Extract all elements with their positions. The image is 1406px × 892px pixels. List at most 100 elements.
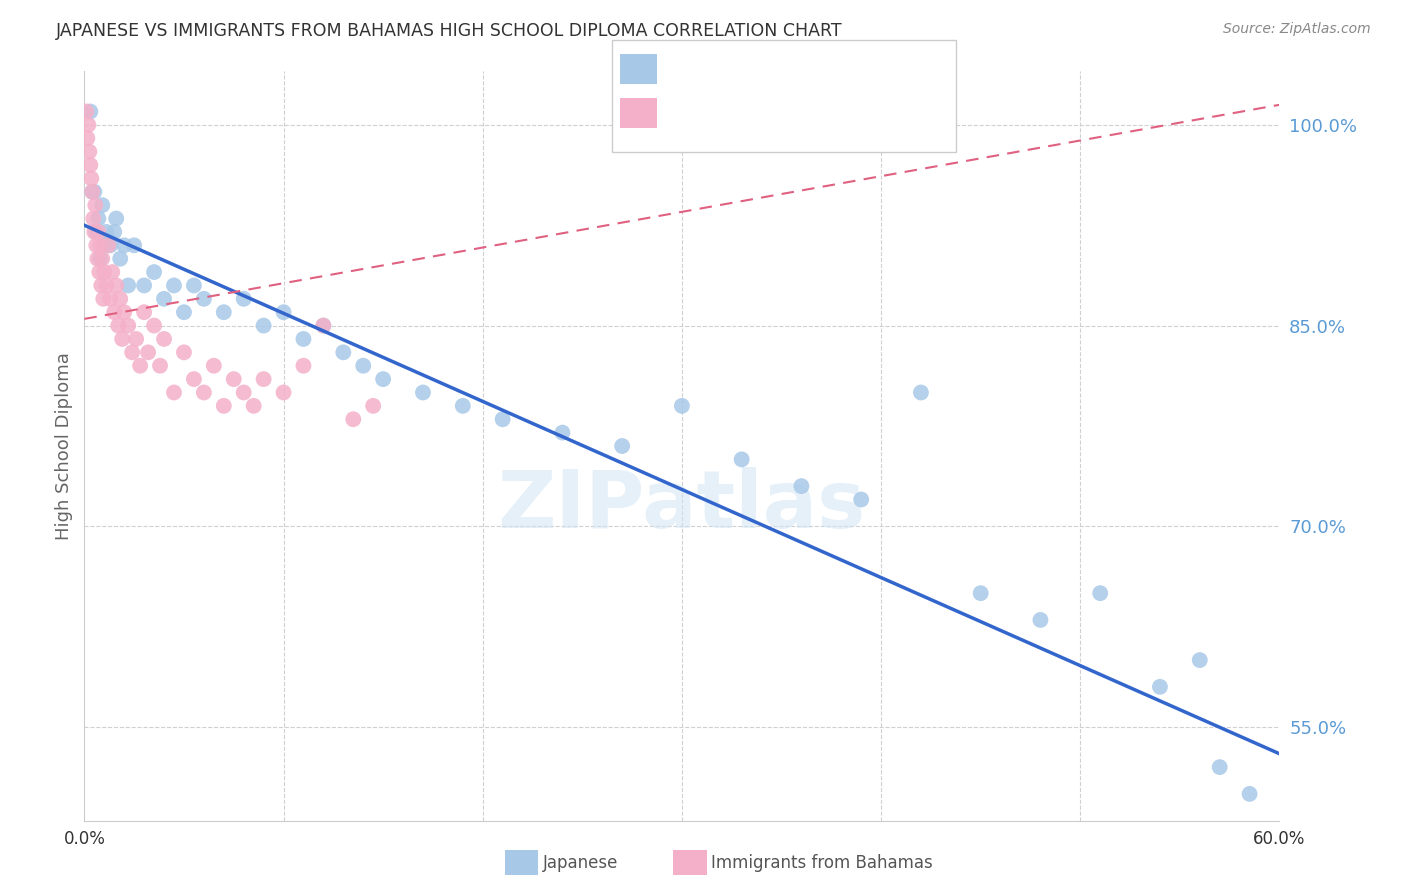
Text: JAPANESE VS IMMIGRANTS FROM BAHAMAS HIGH SCHOOL DIPLOMA CORRELATION CHART: JAPANESE VS IMMIGRANTS FROM BAHAMAS HIGH… <box>56 22 842 40</box>
Point <box>129 359 152 373</box>
Point <box>105 278 128 293</box>
Point <box>910 385 932 400</box>
Point <box>97 238 120 252</box>
Point <box>82 185 104 199</box>
Point <box>82 185 104 199</box>
Point <box>93 265 115 279</box>
Point <box>87 225 110 239</box>
Point <box>132 278 156 293</box>
Point <box>153 292 176 306</box>
Point <box>111 332 134 346</box>
Point <box>671 399 693 413</box>
Text: Source: ZipAtlas.com: Source: ZipAtlas.com <box>1223 22 1371 37</box>
Point <box>232 385 254 400</box>
Text: 53: 53 <box>824 104 845 122</box>
Point <box>83 185 105 199</box>
Point <box>163 278 186 293</box>
Point <box>292 359 315 373</box>
Point <box>202 359 225 373</box>
Point <box>163 385 186 400</box>
Point <box>98 238 121 252</box>
Point <box>87 211 110 226</box>
Point <box>492 412 515 426</box>
Text: R =: R = <box>662 60 706 78</box>
Point <box>101 265 124 279</box>
Point <box>107 318 129 333</box>
Point <box>98 292 121 306</box>
Point <box>222 372 245 386</box>
Point <box>143 265 166 279</box>
Point <box>153 332 176 346</box>
Point <box>451 399 474 413</box>
Point <box>361 399 384 413</box>
Point <box>232 292 254 306</box>
Point <box>1090 586 1112 600</box>
Point <box>89 252 111 266</box>
Point <box>121 345 143 359</box>
Point <box>79 145 101 159</box>
Point <box>352 359 374 373</box>
Point <box>89 238 111 252</box>
Point <box>93 238 115 252</box>
Point <box>193 385 215 400</box>
Point <box>1239 787 1261 801</box>
Point <box>612 439 634 453</box>
Point <box>80 171 103 186</box>
Point <box>112 238 135 252</box>
Point <box>412 385 434 400</box>
Y-axis label: High School Diploma: High School Diploma <box>55 352 73 540</box>
Point <box>731 452 754 467</box>
Point <box>97 231 120 245</box>
Point <box>91 252 114 266</box>
Point <box>75 104 97 119</box>
Point <box>149 359 172 373</box>
Point <box>273 305 295 319</box>
Point <box>551 425 574 440</box>
Point <box>1209 760 1232 774</box>
Point <box>96 225 118 239</box>
Point <box>212 399 235 413</box>
Point <box>76 131 98 145</box>
Point <box>86 252 108 266</box>
Point <box>86 225 108 239</box>
Point <box>110 252 132 266</box>
Point <box>173 345 195 359</box>
Point <box>312 318 335 333</box>
Point <box>851 492 873 507</box>
Point <box>970 586 993 600</box>
Point <box>253 318 276 333</box>
Text: -0.564: -0.564 <box>702 60 766 78</box>
Point <box>1029 613 1052 627</box>
Point <box>292 332 315 346</box>
Point <box>136 345 159 359</box>
Point <box>82 211 104 226</box>
Point <box>103 225 125 239</box>
Point <box>1149 680 1171 694</box>
Point <box>112 305 135 319</box>
Point <box>312 318 335 333</box>
Point <box>90 278 112 293</box>
Point <box>117 318 139 333</box>
Point <box>84 198 107 212</box>
Point <box>117 278 139 293</box>
Point <box>193 292 215 306</box>
Point <box>143 318 166 333</box>
Point <box>77 118 100 132</box>
Point <box>79 104 101 119</box>
Point <box>86 238 108 252</box>
Point <box>91 292 114 306</box>
Point <box>1188 653 1211 667</box>
Point <box>212 305 235 319</box>
Point <box>83 225 105 239</box>
Point <box>89 265 111 279</box>
Point <box>103 305 125 319</box>
Point <box>173 305 195 319</box>
Point <box>342 412 364 426</box>
Point <box>132 305 156 319</box>
Point <box>105 211 128 226</box>
Text: R =: R = <box>662 104 706 122</box>
Text: 0.106: 0.106 <box>702 104 778 122</box>
Point <box>125 332 148 346</box>
Point <box>79 158 101 172</box>
Text: N =: N = <box>778 104 842 122</box>
